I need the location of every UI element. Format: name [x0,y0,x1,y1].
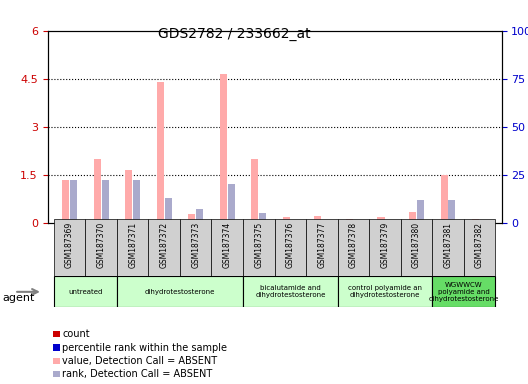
Bar [440,175,448,223]
Bar [259,213,266,223]
Text: GSM187374: GSM187374 [223,222,232,268]
Text: GSM187378: GSM187378 [349,222,358,268]
Bar [283,217,290,223]
Text: GSM187379: GSM187379 [381,222,390,268]
Bar [243,219,275,276]
Bar [212,219,243,276]
Bar [448,200,456,223]
Bar [337,276,432,307]
Text: GSM187370: GSM187370 [97,222,106,268]
Bar [401,219,432,276]
Bar [180,219,212,276]
Bar [54,219,86,276]
Bar [86,219,117,276]
Bar [117,276,243,307]
Text: GSM187375: GSM187375 [254,222,263,268]
Text: value, Detection Call = ABSENT: value, Detection Call = ABSENT [62,356,218,366]
Bar [472,219,479,223]
Bar [133,180,140,223]
Text: GSM187371: GSM187371 [128,222,137,268]
Bar [125,170,133,223]
Bar [417,200,424,223]
Bar [314,216,322,223]
Bar [196,209,203,223]
Bar [251,159,258,223]
Text: GSM187377: GSM187377 [317,222,326,268]
Text: GSM187369: GSM187369 [65,222,74,268]
Bar [117,219,148,276]
Text: rank, Detection Call = ABSENT: rank, Detection Call = ABSENT [62,369,213,379]
Bar [464,219,495,276]
Text: GSM187380: GSM187380 [412,222,421,268]
Text: GSM187372: GSM187372 [159,222,168,268]
Text: GSM187373: GSM187373 [191,222,200,268]
Text: count: count [62,329,90,339]
Text: dihydrotestosterone: dihydrotestosterone [145,289,215,295]
Bar [337,219,369,276]
Bar [346,219,353,223]
Bar [378,217,384,223]
Text: WGWWCW
polyamide and
dihydrotestosterone: WGWWCW polyamide and dihydrotestosterone [429,282,499,302]
Bar [157,82,164,223]
Text: agent: agent [3,293,35,303]
Text: GSM187376: GSM187376 [286,222,295,268]
Bar [228,184,235,223]
Bar [243,276,337,307]
Bar [409,212,416,223]
Bar [148,219,180,276]
Bar [70,180,77,223]
Bar [101,180,109,223]
Bar [275,219,306,276]
Text: GSM187382: GSM187382 [475,222,484,268]
Bar [165,198,172,223]
Text: control polyamide an
dihydrotestosterone: control polyamide an dihydrotestosterone [348,285,422,298]
Text: GDS2782 / 233662_at: GDS2782 / 233662_at [158,27,311,41]
Bar [432,219,464,276]
Text: untreated: untreated [68,289,102,295]
Bar [306,219,337,276]
Bar [188,214,195,223]
Text: GSM187381: GSM187381 [444,222,452,268]
Bar [62,180,69,223]
Bar [93,159,101,223]
Bar [54,276,117,307]
Text: bicalutamide and
dihydrotestosterone: bicalutamide and dihydrotestosterone [255,285,326,298]
Bar [369,219,401,276]
Bar [220,74,227,223]
Text: percentile rank within the sample: percentile rank within the sample [62,343,227,353]
Bar [432,276,495,307]
